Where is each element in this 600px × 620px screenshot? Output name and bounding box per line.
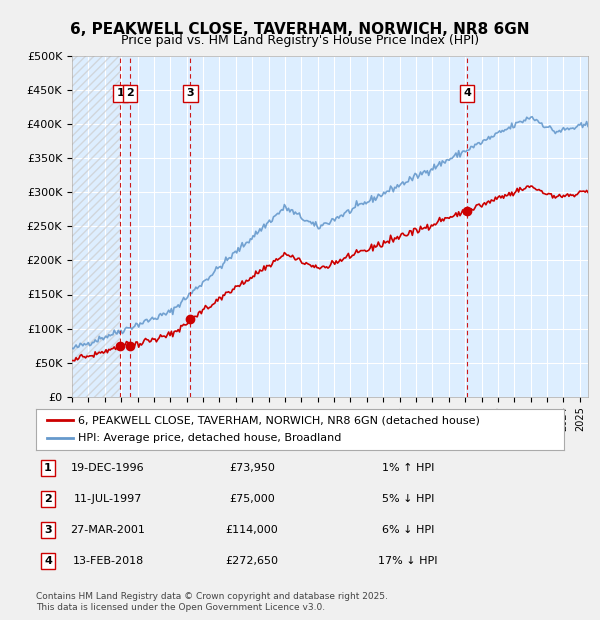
Text: 11-JUL-1997: 11-JUL-1997 — [74, 494, 142, 504]
Text: 19-DEC-1996: 19-DEC-1996 — [71, 463, 145, 473]
Text: 17% ↓ HPI: 17% ↓ HPI — [378, 556, 438, 566]
Bar — [72, 56, 121, 397]
Text: £272,650: £272,650 — [226, 556, 278, 566]
Text: 13-FEB-2018: 13-FEB-2018 — [73, 556, 143, 566]
Text: 4: 4 — [463, 88, 471, 99]
Text: 6, PEAKWELL CLOSE, TAVERHAM, NORWICH, NR8 6GN (detached house): 6, PEAKWELL CLOSE, TAVERHAM, NORWICH, NR… — [78, 415, 480, 425]
Text: Price paid vs. HM Land Registry's House Price Index (HPI): Price paid vs. HM Land Registry's House … — [121, 34, 479, 47]
Text: HPI: Average price, detached house, Broadland: HPI: Average price, detached house, Broa… — [78, 433, 341, 443]
Text: 1% ↑ HPI: 1% ↑ HPI — [382, 463, 434, 473]
Text: 6% ↓ HPI: 6% ↓ HPI — [382, 525, 434, 535]
Text: 3: 3 — [44, 525, 52, 535]
Text: 6, PEAKWELL CLOSE, TAVERHAM, NORWICH, NR8 6GN: 6, PEAKWELL CLOSE, TAVERHAM, NORWICH, NR… — [70, 22, 530, 37]
Text: £73,950: £73,950 — [229, 463, 275, 473]
Text: 1: 1 — [116, 88, 124, 99]
Bar — [72, 56, 121, 397]
Text: £114,000: £114,000 — [226, 525, 278, 535]
Text: 4: 4 — [44, 556, 52, 566]
Text: 2: 2 — [126, 88, 134, 99]
Text: 27-MAR-2001: 27-MAR-2001 — [71, 525, 145, 535]
Text: 1: 1 — [44, 463, 52, 473]
Text: 3: 3 — [187, 88, 194, 99]
Text: £75,000: £75,000 — [229, 494, 275, 504]
Text: 2: 2 — [44, 494, 52, 504]
Text: Contains HM Land Registry data © Crown copyright and database right 2025.
This d: Contains HM Land Registry data © Crown c… — [36, 592, 388, 611]
Text: 5% ↓ HPI: 5% ↓ HPI — [382, 494, 434, 504]
